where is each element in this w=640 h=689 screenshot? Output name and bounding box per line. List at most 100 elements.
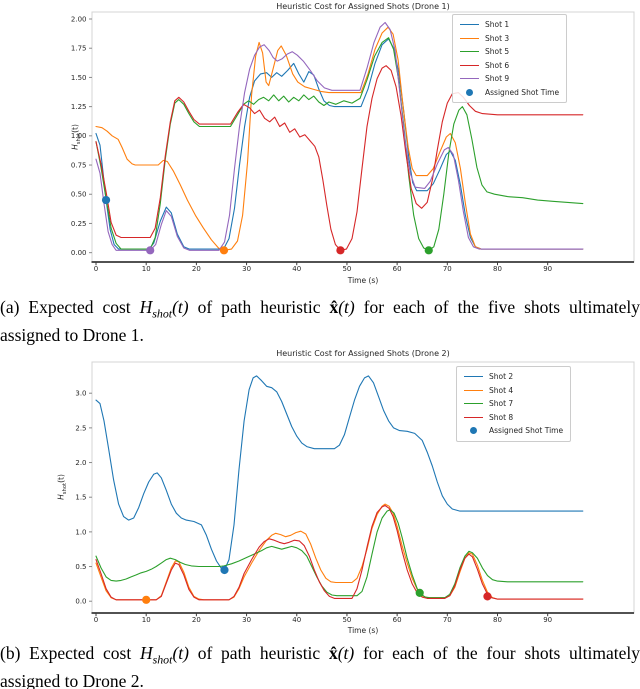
y-tick-label: 1.0 <box>75 528 86 536</box>
y-tick-label: 1.00 <box>71 132 87 140</box>
series-shot-5 <box>95 37 584 251</box>
assigned-shot-time-dot <box>415 588 424 597</box>
legend-line-marker <box>460 64 479 66</box>
chart-plot-drone1: 0 10 20 30 40 50 60 70 80 90 0.00 0.25 0.50 0.75 1.00 1… <box>71 11 635 273</box>
assigned-shot-time-dot <box>146 246 155 255</box>
x-tick-label: 40 <box>292 616 301 624</box>
legend-line-marker <box>464 389 483 391</box>
legend-label: Assigned Shot Time <box>485 87 560 97</box>
legend-label: Shot 1 <box>485 20 510 30</box>
y-tick-label: 0.5 <box>75 563 86 571</box>
legend-line-marker <box>460 51 479 53</box>
x-tick-label: 50 <box>342 616 351 624</box>
caption-b-text: (b) Expected cost <box>0 643 140 663</box>
chart-plot-drone2: 0 10 20 30 40 50 60 70 80 90 0.0 0.5 1.0 1.5 2.0 2.5 3.0 <box>75 361 635 624</box>
caption-a: (a) Expected cost Hshot(t) of path heuri… <box>0 297 640 345</box>
y-tick-label: 3.0 <box>75 390 86 398</box>
y-tick-label: 1.5 <box>75 494 86 502</box>
legend-drone2: Shot 2 Shot 4 Shot 7 Shot 8 Assigned Shot Ti… <box>456 366 572 442</box>
x-tick-label: 0 <box>94 616 98 624</box>
legend-item-shot-2: Shot 2 <box>464 370 563 384</box>
y-tick-label: 0.0 <box>75 598 86 606</box>
legend-item-shot-1: Shot 1 <box>460 18 559 32</box>
series-shot-4 <box>95 503 584 601</box>
legend-label: Assigned Shot Time <box>489 426 564 436</box>
legend-line-marker <box>464 416 483 418</box>
assigned-shot-time-dot <box>101 195 111 205</box>
series-shot-2 <box>95 375 584 571</box>
y-tick-label: 0.75 <box>71 161 87 169</box>
y-tick-label: 2.00 <box>71 15 87 23</box>
legend-line-marker <box>464 403 483 405</box>
legend-drone1: Shot 1 Shot 3 Shot 5 Shot 6 Shot 9 Assigned S… <box>452 14 568 103</box>
legend-dot-marker <box>470 427 477 435</box>
legend-item-shot-6: Shot 6 <box>460 59 559 73</box>
legend-label: Shot 9 <box>485 74 510 84</box>
x-tick-label: 30 <box>242 616 251 624</box>
y-axis-label-drone2: Hshot(t) <box>56 474 68 500</box>
y-tick-label: 2.0 <box>75 459 86 467</box>
x-axis-label-drone1: Time (s) <box>347 276 379 285</box>
assigned-shot-time-dot <box>142 595 151 604</box>
legend-label: Shot 7 <box>489 399 514 409</box>
y-tick-label: 1.50 <box>71 74 87 82</box>
caption-b: (b) Expected cost Hshot(t) of path heuri… <box>0 643 640 689</box>
y-tick-label: 0.50 <box>71 191 87 199</box>
legend-line-marker <box>460 24 479 26</box>
caption-b-math-x: x̂ <box>328 643 338 663</box>
legend-dot-marker <box>466 88 473 96</box>
x-tick-label: 50 <box>342 265 351 273</box>
series-shot-8 <box>95 504 584 601</box>
legend-label: Shot 6 <box>485 60 510 70</box>
legend-item-shot-5: Shot 5 <box>460 45 559 59</box>
legend-item-shot-3: Shot 3 <box>460 32 559 46</box>
x-tick-label: 60 <box>393 616 402 624</box>
legend-item-assigned-shot-time: Assigned Shot Time <box>460 86 559 100</box>
series-shot-9 <box>95 21 584 251</box>
assigned-shot-time-dot <box>220 565 229 575</box>
caption-a-math-x: x̂ <box>329 297 339 317</box>
x-tick-label: 70 <box>443 616 452 624</box>
caption-b-math-H: H <box>139 643 153 663</box>
x-tick-label: 20 <box>192 616 201 624</box>
x-tick-label: 30 <box>242 265 251 273</box>
x-tick-label: 10 <box>142 265 151 273</box>
y-tick-label: 1.75 <box>71 45 87 53</box>
assigned-shot-time-dot <box>336 246 345 255</box>
y-tick-label: 0.25 <box>71 220 87 228</box>
legend-item-assigned-shot-time: Assigned Shot Time <box>464 424 563 438</box>
legend-item-shot-8: Shot 8 <box>464 411 563 425</box>
x-tick-label: 40 <box>292 265 301 273</box>
y-tick-label: 0.00 <box>71 249 87 257</box>
x-tick-label: 20 <box>192 265 201 273</box>
legend-label: Shot 5 <box>485 47 510 57</box>
caption-a-math-H: H <box>139 297 153 317</box>
x-tick-label: 0 <box>94 265 98 273</box>
x-tick-label: 90 <box>543 616 552 624</box>
legend-item-shot-7: Shot 7 <box>464 397 563 411</box>
y-tick-label: 1.25 <box>71 103 87 111</box>
assigned-shot-time-dot <box>219 246 229 255</box>
assigned-shot-time-dot <box>483 592 492 601</box>
x-tick-label: 70 <box>443 265 452 273</box>
assigned-shot-time-dot <box>424 246 433 255</box>
x-axis-label-drone2: Time (s) <box>347 626 379 635</box>
legend-line-marker <box>460 37 479 39</box>
legend-line-marker <box>464 376 483 378</box>
legend-label: Shot 2 <box>489 372 514 382</box>
series-shot-7 <box>95 509 584 599</box>
y-axis-label-drone1: Hshot(t) <box>70 124 82 150</box>
series-shot-1 <box>95 38 584 250</box>
x-tick-label: 90 <box>543 265 552 273</box>
series-shot-6 <box>95 65 584 251</box>
legend-item-shot-4: Shot 4 <box>464 384 563 398</box>
legend-label: Shot 8 <box>489 412 514 422</box>
chart-title-drone2: Heuristic Cost for Assigned Shots (Drone… <box>276 349 450 358</box>
x-tick-label: 80 <box>493 616 502 624</box>
caption-a-text: (a) Expected cost <box>0 297 140 317</box>
legend-item-shot-9: Shot 9 <box>460 72 559 86</box>
chart-title-drone1: Heuristic Cost for Assigned Shots (Drone… <box>276 2 450 11</box>
legend-line-marker <box>460 78 479 80</box>
legend-label: Shot 4 <box>489 385 514 395</box>
